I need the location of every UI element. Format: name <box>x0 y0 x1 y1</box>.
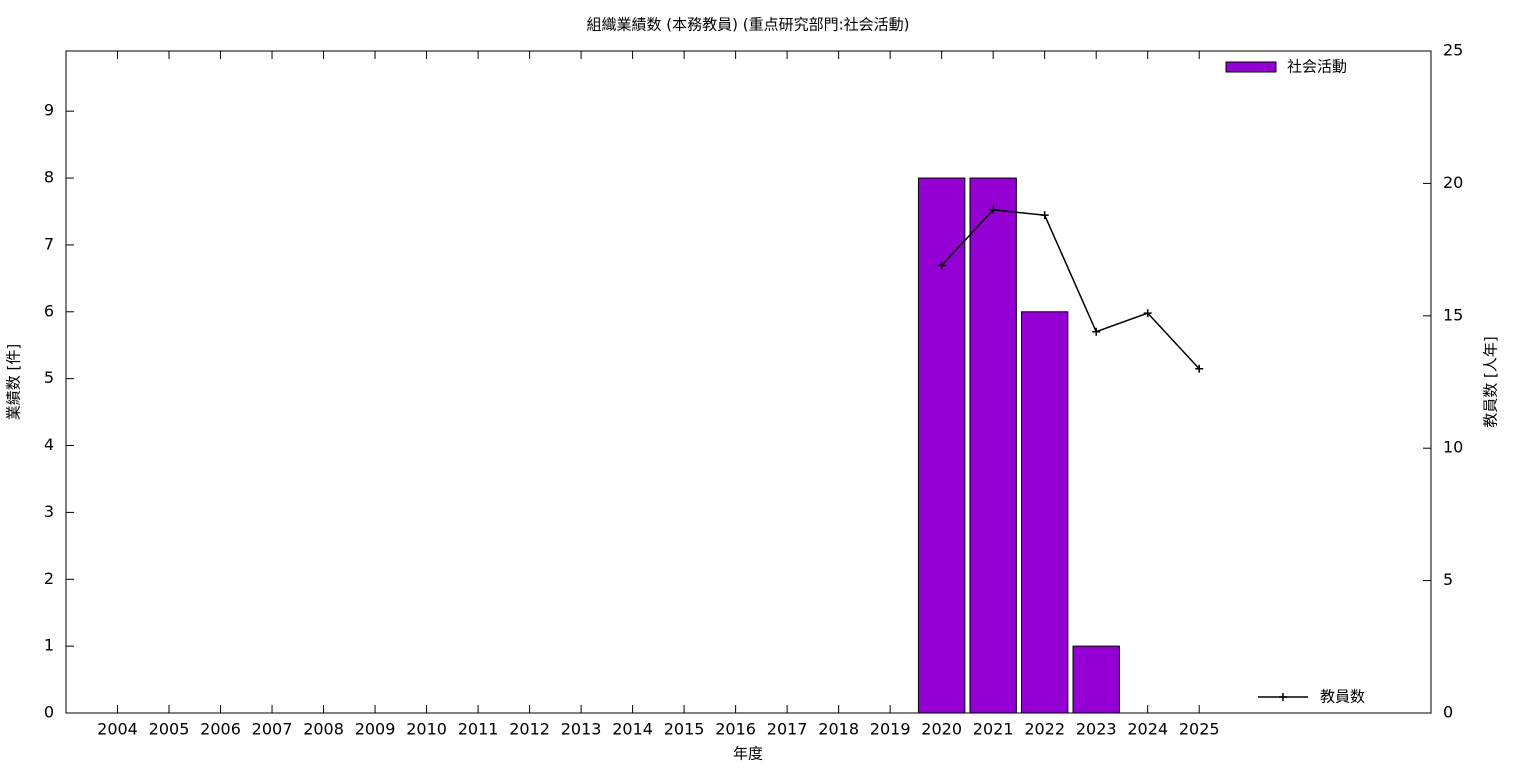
x-tick-label: 2025 <box>1179 720 1220 739</box>
legend-label: 教員数 <box>1320 688 1365 706</box>
x-tick-label: 2010 <box>406 720 447 739</box>
x-tick-label: 2024 <box>1127 720 1168 739</box>
x-tick-label: 2006 <box>200 720 241 739</box>
y-tick-label: 6 <box>44 301 54 320</box>
legend-marker <box>1279 693 1287 701</box>
y2-tick-label: 25 <box>1443 41 1463 60</box>
bar <box>1072 645 1120 714</box>
x-tick-label: 2017 <box>767 720 808 739</box>
x-tick-label: 2011 <box>458 720 499 739</box>
y-tick-label: 4 <box>44 435 54 454</box>
legend-swatch <box>1225 61 1277 73</box>
point-marker <box>937 261 946 270</box>
legend-label: 社会活動 <box>1287 58 1347 76</box>
x-axis-label: 年度 <box>733 745 763 763</box>
y-tick-label: 5 <box>44 368 54 387</box>
x-tick-label: 2013 <box>561 720 602 739</box>
x-tick-label: 2022 <box>1024 720 1065 739</box>
point-marker <box>1040 211 1049 220</box>
bar <box>969 177 1017 714</box>
y2-axis-label: 教員数 [人年] <box>1482 336 1500 427</box>
x-tick-label: 2020 <box>921 720 962 739</box>
x-tick-label: 2012 <box>509 720 550 739</box>
x-tick-label: 2015 <box>664 720 705 739</box>
y-axis-label: 業績数 [件] <box>5 344 23 420</box>
x-tick-label: 2018 <box>818 720 859 739</box>
y-tick-label: 0 <box>44 703 54 722</box>
point-marker <box>1195 364 1204 373</box>
x-tick-label: 2007 <box>252 720 293 739</box>
x-tick-label: 2005 <box>149 720 190 739</box>
x-tick-label: 2008 <box>303 720 344 739</box>
line <box>941 209 1200 370</box>
y2-tick-label: 20 <box>1443 173 1463 192</box>
y2-tick-label: 10 <box>1443 438 1463 457</box>
y-tick-label: 3 <box>44 502 54 521</box>
y-tick-label: 1 <box>44 636 54 655</box>
bar <box>1021 311 1069 714</box>
y-tick-label: 9 <box>44 101 54 120</box>
x-tick-label: 2009 <box>355 720 396 739</box>
x-tick-label: 2023 <box>1076 720 1117 739</box>
y2-tick-label: 0 <box>1443 703 1453 722</box>
y-tick-label: 7 <box>44 234 54 253</box>
plot-frame <box>65 50 1432 714</box>
x-tick-label: 2004 <box>97 720 138 739</box>
bar <box>917 177 966 714</box>
chart-title: 組織業績数 (本務教員) (重点研究部門:社会活動) <box>586 16 909 34</box>
y-tick-label: 2 <box>44 569 54 588</box>
point-marker <box>1143 309 1152 318</box>
point-marker <box>989 205 998 214</box>
x-tick-label: 2021 <box>973 720 1014 739</box>
y2-tick-label: 5 <box>1443 570 1453 589</box>
x-tick-label: 2016 <box>715 720 756 739</box>
x-tick-label: 2019 <box>870 720 911 739</box>
y-tick-label: 8 <box>44 168 54 187</box>
point-marker <box>1092 327 1101 336</box>
y2-tick-label: 15 <box>1443 305 1463 324</box>
x-tick-label: 2014 <box>612 720 653 739</box>
